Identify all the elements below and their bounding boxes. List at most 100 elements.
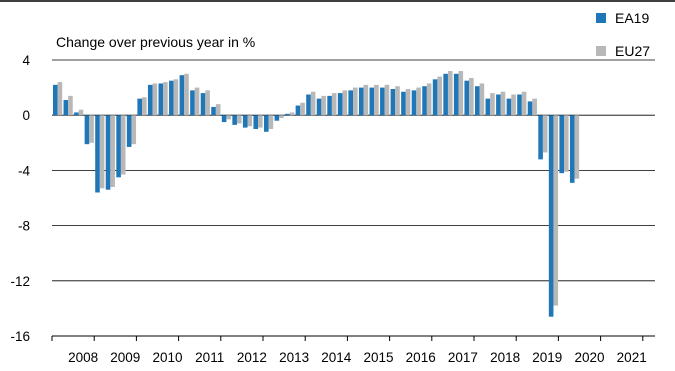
y-axis-label: Change over previous year in % [56,34,255,50]
bar-ea19 [506,98,512,116]
bar-ea19 [232,115,237,125]
bar-eu27 [353,87,358,116]
bar-ea19 [126,115,132,147]
x-tick-label: 2010 [152,350,182,365]
bar-eu27 [490,93,495,116]
bar-eu27 [279,115,284,118]
bar-eu27 [236,115,242,124]
bar-eu27 [479,83,485,116]
x-tick-label: 2020 [574,350,604,365]
bar-eu27 [405,88,411,116]
bar-ea19 [84,115,90,145]
bar-eu27 [215,104,221,116]
bar-eu27 [78,109,84,116]
bar-ea19 [116,115,121,178]
bar-eu27 [258,115,263,128]
bar-eu27 [247,115,253,127]
bar-ea19 [105,115,111,190]
bar-ea19 [348,90,353,116]
bar-ea19 [358,87,364,116]
x-tick-label: 2008 [68,350,98,365]
bar-ea19 [95,115,100,193]
bar-ea19 [538,115,543,160]
bar-ea19 [295,105,301,116]
bars [53,71,580,317]
bar-ea19 [179,75,185,116]
bar-eu27 [542,115,548,153]
bar-ea19 [274,115,280,121]
bar-ea19 [74,112,79,116]
bar-ea19 [390,88,396,116]
bar-eu27 [469,77,474,116]
bar-eu27 [374,84,379,116]
bar-ea19 [548,115,554,317]
x-tick-label: 2013 [279,350,309,365]
bar-ea19 [285,113,290,116]
y-tick-label: -12 [10,274,30,289]
bar-ea19 [221,115,227,123]
legend-swatch-eu27 [596,46,606,56]
bar-eu27 [163,82,168,116]
bar-eu27 [173,79,179,116]
bar-eu27 [300,102,305,116]
y-tick-label: 0 [22,108,30,123]
x-tick-label: 2015 [363,350,393,365]
bar-ea19 [496,94,501,116]
x-tick-label: 2011 [195,350,224,365]
bar-eu27 [120,115,126,175]
bar-eu27 [384,84,390,116]
bar-ea19 [380,87,385,116]
bar-eu27 [437,76,442,116]
bar-ea19 [569,115,575,183]
bar-ea19 [411,90,417,116]
x-tick-label: 2017 [448,350,478,365]
bar-ea19 [401,91,406,116]
legend-label-eu27: EU27 [615,43,650,59]
bar-ea19 [158,83,164,116]
x-tick-label: 2009 [110,350,140,365]
bar-ea19 [369,87,375,116]
bar-eu27 [68,95,73,116]
bar-ea19 [443,73,448,116]
y-tick-label: -8 [18,219,30,234]
bar-ea19 [190,90,195,116]
bar-eu27 [99,115,105,189]
bar-ea19 [517,94,522,116]
x-tick-label: 2014 [321,350,352,365]
x-tick-label: 2016 [406,350,436,365]
bar-eu27 [110,115,115,187]
bar-eu27 [268,115,274,129]
bar-ea19 [253,115,259,129]
bar-eu27 [289,112,295,116]
bar-eu27 [57,82,63,116]
bar-eu27 [447,71,453,116]
bar-ea19 [464,80,470,116]
bar-eu27 [310,91,316,116]
bar-ea19 [337,93,343,116]
bar-ea19 [147,84,153,116]
bar-ea19 [475,86,480,116]
y-tick-label: 4 [22,53,30,68]
bar-eu27 [521,91,527,116]
legend-swatch-ea19 [596,13,606,23]
x-axis-ticks: 2008 2009 2010 2011 2012 2013 2014 2015 2016 2017… [51,336,647,365]
bar-eu27 [416,87,421,116]
bar-eu27 [553,115,559,306]
bar-eu27 [331,93,337,116]
bar-ea19 [316,98,322,116]
bar-ea19 [306,94,311,116]
y-tick-label: -16 [10,329,30,344]
bar-ea19 [200,93,206,116]
bar-ea19 [242,115,248,128]
bar-eu27 [395,86,400,116]
y-tick-label: -4 [18,163,30,178]
x-tick-label: 2021 [617,350,647,365]
bar-eu27 [131,115,137,145]
bar-ea19 [485,98,491,116]
bar-ea19 [432,79,438,116]
bar-eu27 [458,71,464,116]
bar-ea19 [264,115,269,132]
bar-eu27 [226,115,231,120]
bar-eu27 [142,97,147,116]
